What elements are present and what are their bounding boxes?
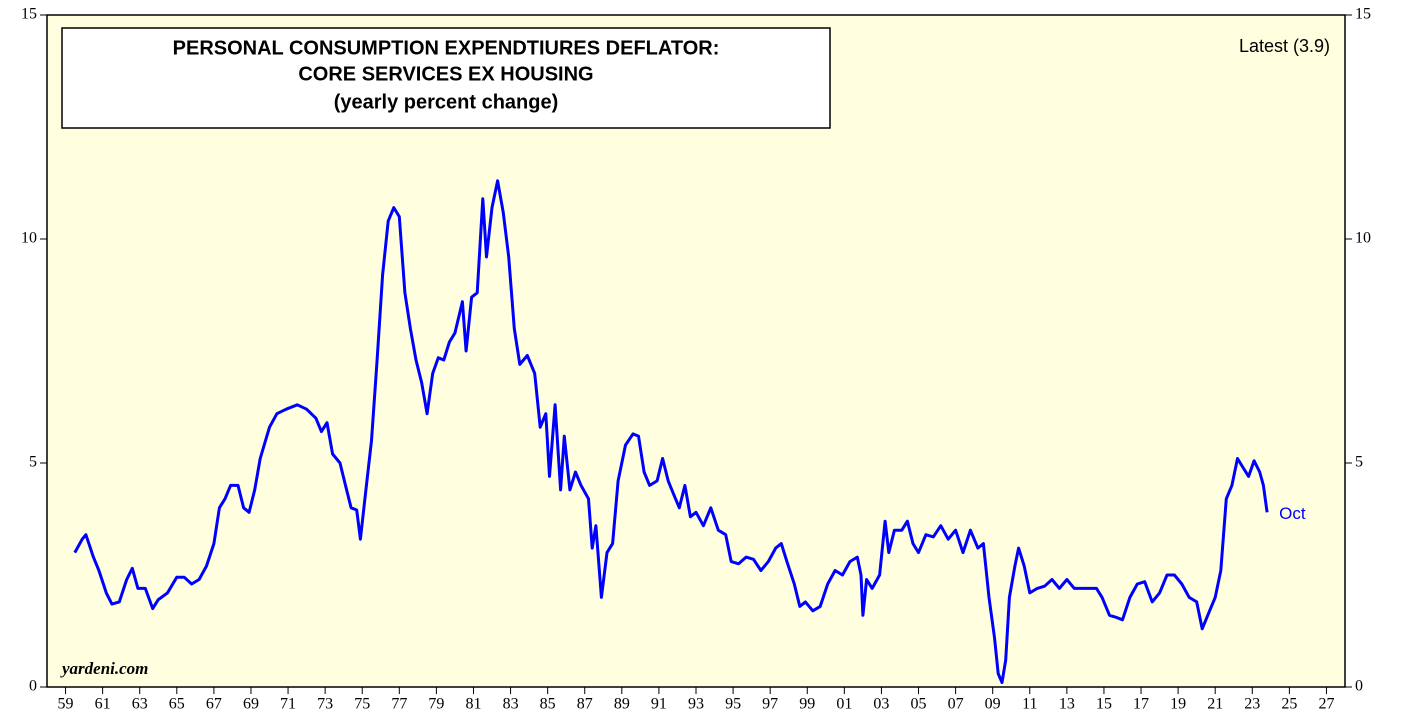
- x-tick-label: 67: [206, 696, 222, 713]
- y-tick-label: 15: [21, 6, 37, 23]
- x-tick-label: 13: [1059, 696, 1075, 713]
- y-tick-label: 5: [29, 454, 37, 471]
- x-tick-label: 17: [1133, 696, 1149, 713]
- x-tick-label: 95: [725, 696, 741, 713]
- x-tick-label: 79: [428, 696, 444, 713]
- y2-tick-label: 5: [1355, 454, 1363, 471]
- x-tick-label: 07: [948, 696, 964, 713]
- x-tick-label: 65: [169, 696, 185, 713]
- x-tick-label: 85: [540, 696, 556, 713]
- y2-tick-label: 10: [1355, 230, 1371, 247]
- x-tick-label: 77: [391, 696, 407, 713]
- x-tick-label: 83: [503, 696, 519, 713]
- title-box: [61, 27, 831, 129]
- x-tick-label: 61: [95, 696, 111, 713]
- x-tick-label: 05: [911, 696, 927, 713]
- x-tick-label: 69: [243, 696, 259, 713]
- x-tick-label: 87: [577, 696, 593, 713]
- x-tick-label: 27: [1318, 696, 1334, 713]
- y2-tick-label: 0: [1355, 678, 1363, 695]
- x-tick-label: 71: [280, 696, 296, 713]
- x-tick-label: 81: [465, 696, 481, 713]
- x-tick-label: 91: [651, 696, 667, 713]
- x-tick-label: 93: [688, 696, 704, 713]
- end-label: Oct: [1279, 504, 1306, 523]
- x-tick-label: 97: [762, 696, 778, 713]
- latest-label: Latest (3.9): [1239, 36, 1330, 56]
- x-tick-label: 09: [985, 696, 1001, 713]
- x-tick-label: 21: [1207, 696, 1223, 713]
- x-tick-label: 99: [799, 696, 815, 713]
- y-tick-label: 10: [21, 230, 37, 247]
- data-line: [73, 179, 1269, 684]
- credit: yardeni.com: [60, 659, 148, 678]
- x-tick-label: 75: [354, 696, 370, 713]
- y2-tick-label: 15: [1355, 6, 1371, 23]
- chart-title: PERSONAL CONSUMPTION EXPENDTIURES DEFLAT…: [173, 37, 720, 59]
- x-tick-label: 19: [1170, 696, 1186, 713]
- chart-title: CORE SERVICES EX HOUSING: [298, 63, 593, 85]
- chart-title: (yearly percent change): [334, 91, 559, 113]
- x-tick-label: 59: [58, 696, 74, 713]
- x-tick-label: 11: [1022, 696, 1037, 713]
- x-tick-label: 03: [873, 696, 889, 713]
- x-tick-label: 63: [132, 696, 148, 713]
- x-tick-label: 25: [1281, 696, 1297, 713]
- x-tick-label: 89: [614, 696, 630, 713]
- x-tick-label: 73: [317, 696, 333, 713]
- y-tick-label: 0: [29, 678, 37, 695]
- x-tick-label: 23: [1244, 696, 1260, 713]
- x-tick-label: 01: [836, 696, 852, 713]
- x-tick-label: 15: [1096, 696, 1112, 713]
